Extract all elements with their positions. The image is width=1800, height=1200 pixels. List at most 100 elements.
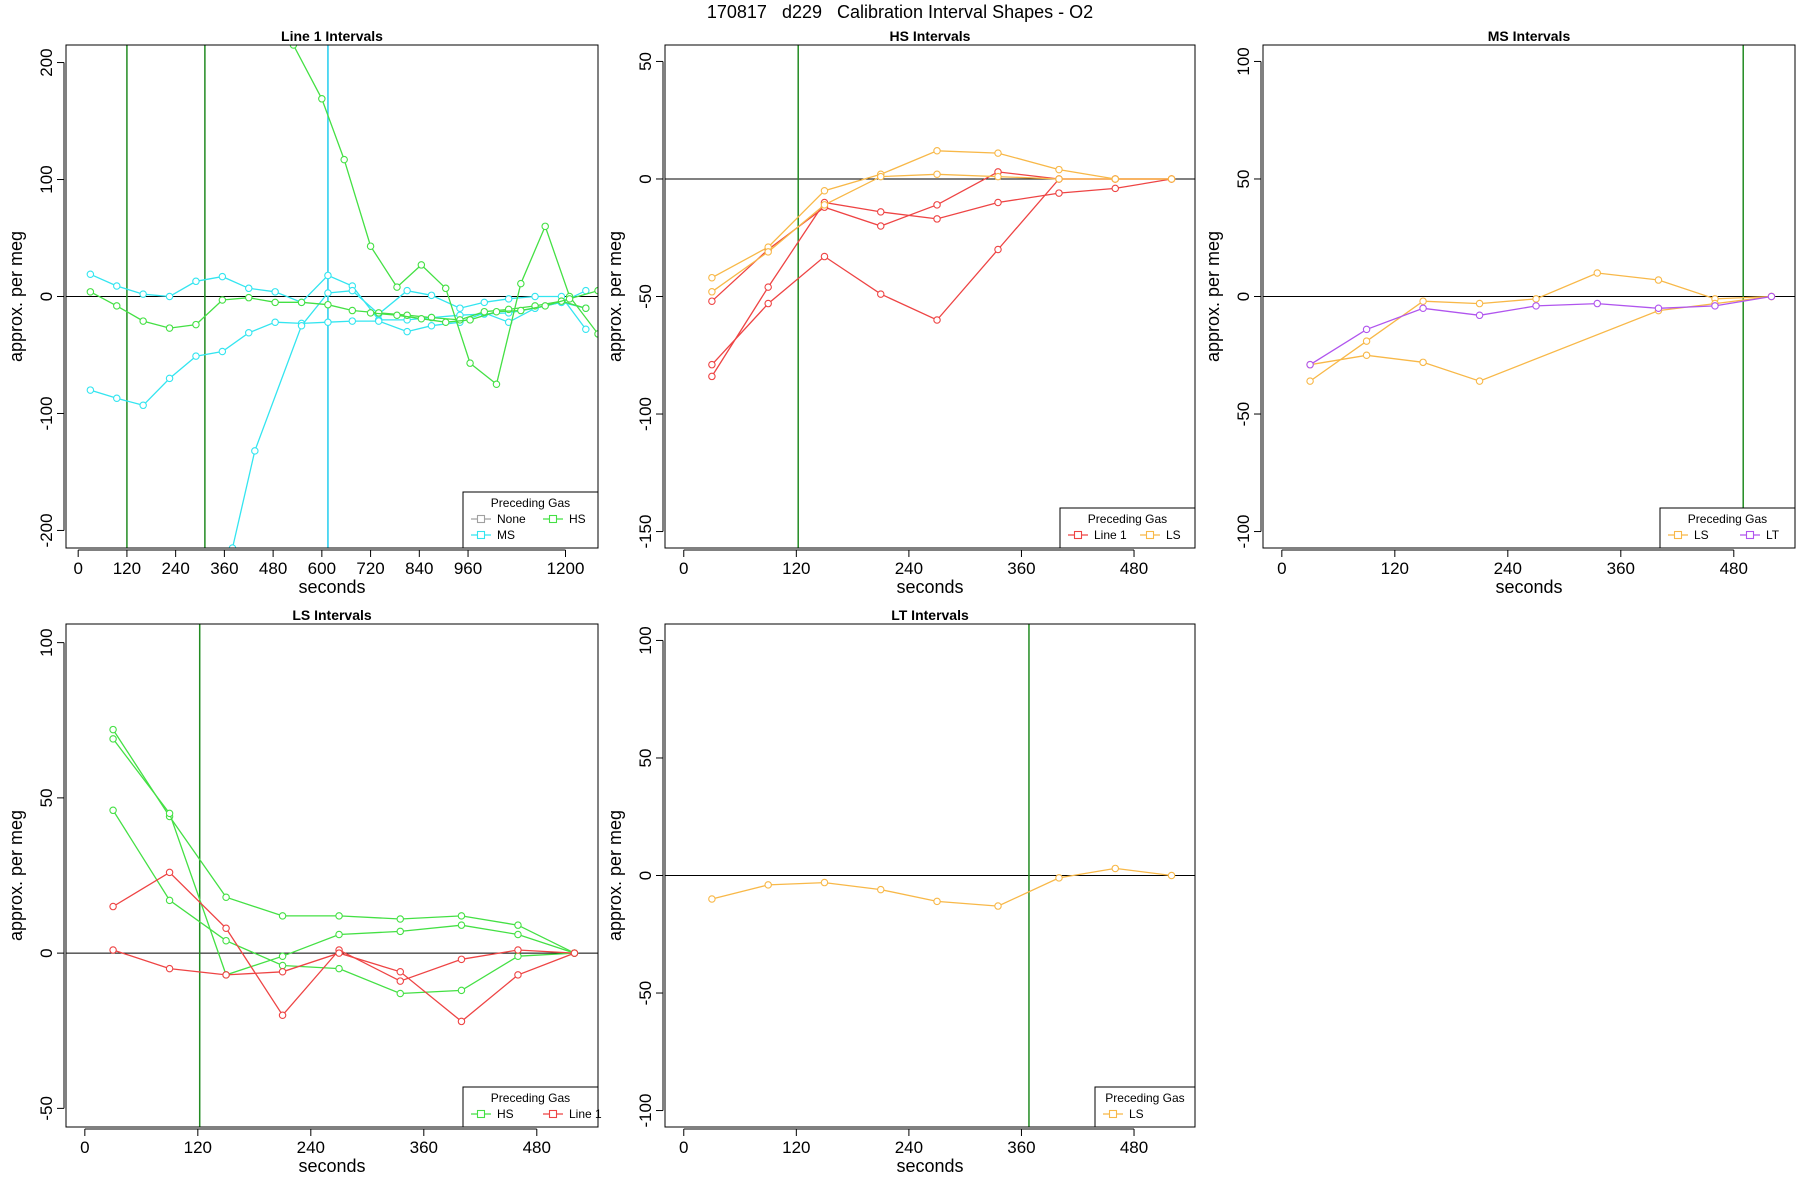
plot-frame [664, 44, 1196, 549]
data-point [820, 878, 829, 887]
data-point [531, 292, 539, 301]
data-point [192, 352, 200, 360]
data-point [318, 95, 326, 103]
y-tick-label: 50 [636, 749, 655, 768]
y-axis-label: approx. per meg [6, 810, 26, 941]
y-tick-label: 0 [1234, 292, 1253, 301]
data-point [251, 447, 259, 455]
x-tick-label: 0 [679, 1138, 688, 1157]
panel-ls-intervals: LS Intervals 0 120 240 360 480 seconds -50 0 50 10… [6, 607, 602, 1176]
data-point [1362, 337, 1371, 345]
data-point [933, 215, 941, 223]
data-point [1362, 325, 1371, 334]
y-tick-label: 0 [636, 174, 655, 183]
series-line-line-1 [112, 949, 575, 1023]
legend-title: Preceding Gas [1088, 512, 1167, 526]
data-point [139, 290, 147, 298]
series-line-lt [1309, 295, 1772, 366]
data-point [708, 273, 716, 282]
data-point [582, 304, 590, 312]
plot-frame [664, 623, 1196, 1128]
data-point [165, 324, 174, 332]
plot-frame [65, 44, 599, 549]
data-point [374, 317, 383, 325]
data-point [271, 318, 279, 326]
x-tick-label: 360 [410, 1138, 438, 1157]
legend-swatch-marker [476, 514, 486, 524]
series-group [1306, 269, 1776, 385]
series-line-ms [90, 273, 587, 321]
x-axis-label: seconds [896, 577, 963, 597]
y-tick-label: -50 [37, 1096, 56, 1121]
data-point [492, 307, 501, 316]
data-point [994, 149, 1002, 157]
data-point [324, 271, 332, 280]
data-point [222, 893, 230, 901]
y-tick-label: 0 [37, 292, 56, 301]
data-point [366, 309, 375, 317]
x-tick-label: 480 [259, 559, 287, 578]
legend-swatch-marker [1673, 530, 1683, 540]
data-point [165, 896, 174, 905]
data-point [1475, 377, 1484, 385]
x-tick-label: 240 [297, 1138, 325, 1157]
data-point [165, 964, 174, 973]
x-tick-label: 120 [782, 1138, 810, 1157]
panel-line-1-intervals: Line 1 Intervals 0 120 240 360 480 600 720 840 96… [6, 28, 599, 597]
y-tick-label: -100 [636, 1094, 655, 1128]
legend-swatch-marker [476, 1109, 486, 1119]
data-point [244, 284, 253, 293]
panel-title: LS Intervals [292, 607, 372, 623]
y-axis-label: approx. per meg [605, 231, 625, 362]
data-point [456, 316, 464, 324]
data-point [1419, 358, 1427, 367]
legend-box [1094, 1086, 1196, 1128]
series-line-hs [90, 291, 586, 329]
data-point [403, 327, 411, 336]
data-point [514, 946, 522, 954]
data-point [1475, 299, 1484, 308]
data-point [877, 172, 885, 181]
series-line-hs [112, 809, 575, 995]
x-tick-label: 0 [80, 1138, 89, 1157]
x-tick-label: 480 [1720, 559, 1748, 578]
data-point [933, 201, 941, 209]
data-point [1654, 304, 1663, 313]
data-point [165, 292, 174, 301]
legend-swatch-marker [476, 530, 486, 540]
data-point [348, 306, 357, 315]
data-point [324, 289, 332, 297]
data-point [480, 298, 489, 307]
series-line-line-1 [711, 178, 1172, 366]
y-tick-label: 100 [37, 165, 56, 193]
data-point [109, 806, 117, 815]
data-point [396, 989, 405, 998]
data-point [1767, 292, 1776, 301]
data-point [820, 186, 829, 195]
data-point [165, 868, 174, 877]
x-axis-label: seconds [1495, 577, 1562, 597]
data-point [1111, 184, 1120, 193]
data-point [192, 277, 200, 286]
legend-entry-line-1: Line 1 [569, 1107, 602, 1121]
data-point [109, 946, 117, 954]
data-point [335, 964, 343, 973]
series-line-ls [711, 150, 1172, 279]
series-line-line-1 [112, 871, 575, 1017]
series-group [86, 45, 598, 548]
panel-lt-intervals: LT Intervals 0 120 240 360 480 seconds -100 -50 0… [605, 607, 1196, 1176]
data-point [86, 270, 95, 279]
data-point [222, 971, 230, 979]
legend: Preceding Gas None HS MS [462, 491, 599, 549]
y-tick-label: -50 [636, 284, 655, 309]
y-tick-label: 50 [636, 52, 655, 71]
x-axis-label: seconds [896, 1156, 963, 1176]
data-point [933, 147, 941, 155]
plot-frame [65, 623, 599, 1128]
x-tick-label: 120 [782, 559, 810, 578]
data-point [165, 809, 174, 818]
series-line-hs [292, 45, 598, 386]
data-point [457, 921, 466, 929]
y-tick-label: 200 [37, 48, 56, 76]
